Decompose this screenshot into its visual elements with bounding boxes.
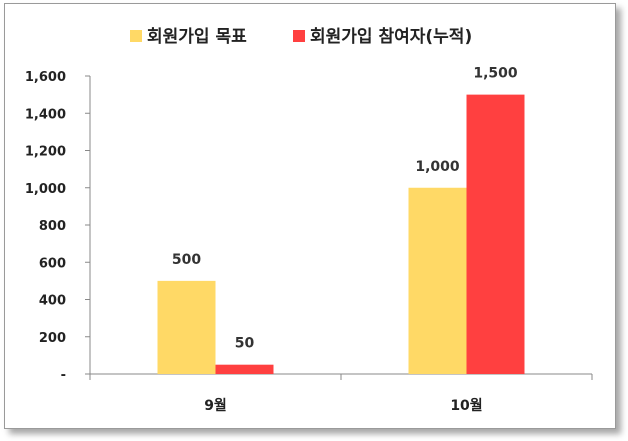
bar-value-label: 1,000 — [415, 159, 460, 175]
x-category-label: 9월 — [204, 397, 227, 414]
bar-value-label: 1,500 — [473, 66, 518, 82]
bar — [157, 280, 216, 374]
legend-label: 회원가입 목표 — [147, 27, 247, 47]
y-tick-label: - — [61, 368, 66, 383]
y-tick-label: 1,200 — [25, 145, 66, 160]
legend-label: 회원가입 참여자(누적) — [310, 26, 472, 47]
y-tick-label: 1,000 — [25, 182, 66, 197]
y-tick-label: 1,600 — [25, 70, 66, 85]
legend-swatch — [130, 30, 142, 42]
y-tick-label: 1,400 — [25, 107, 66, 122]
bars — [157, 94, 525, 374]
legend: 회원가입 목표 회원가입 참여자(누적) — [130, 26, 472, 47]
legend-swatch — [293, 30, 305, 42]
bar — [408, 187, 467, 374]
bar — [215, 364, 274, 374]
x-axis: 9월 10월 — [89, 373, 593, 414]
y-tick-label: 400 — [39, 294, 66, 309]
x-category-label: 10월 — [450, 397, 482, 414]
bar-value-label: 50 — [235, 336, 255, 352]
y-axis: - 200 400 600 800 1,000 1,200 1,400 1,600 — [25, 70, 91, 383]
data-labels: 500 50 1,000 1,500 — [172, 66, 518, 352]
bar-value-label: 500 — [172, 252, 201, 268]
bar — [466, 94, 525, 374]
y-tick-label: 200 — [39, 331, 66, 346]
y-tick-label: 800 — [39, 219, 66, 234]
y-tick-label: 600 — [39, 256, 66, 271]
